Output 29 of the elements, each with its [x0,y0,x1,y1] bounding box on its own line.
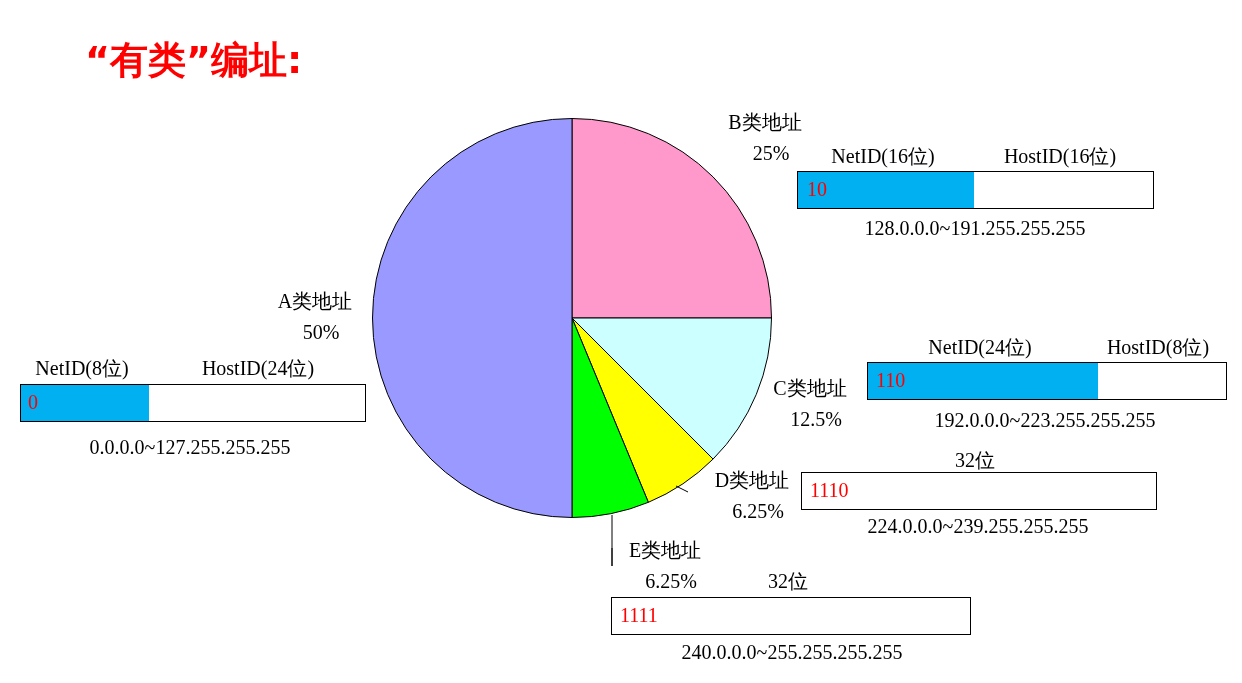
text: 10 [807,178,827,200]
text: 240.0.0.0~255.255.255.255 [681,641,903,663]
text: 224.0.0.0~239.255.255.255 [867,515,1089,537]
text: 0.0.0.0~127.255.255.255 [89,436,291,458]
text: 192.0.0.0~223.255.255.255 [934,409,1156,431]
legend-label: D类地址 [714,469,790,492]
text: HostID(24位) [201,357,315,379]
slice-label: A类地址 [277,290,353,313]
slice-label: E类地址 [628,539,702,562]
data-label: 6.25% [645,570,697,593]
text: HostID(8位) [1106,336,1210,358]
chart-title: “有类”编址: [85,37,303,84]
slice-label: C类地址 [773,377,847,400]
text: NetID(8位) [35,357,129,379]
text: 0 [28,391,38,413]
text: HostID(16位) [1003,145,1117,167]
data-label: 6.25% [732,500,784,523]
text: 32位 [768,570,808,592]
text: 1110 [810,479,849,501]
text: 32位 [955,449,995,471]
text: NetID(16位) [831,145,935,167]
text: 1111 [620,604,658,626]
text: 128.0.0.0~191.255.255.255 [864,217,1086,239]
data-label: 50% [302,321,340,344]
data-label: 12.5% [790,408,842,431]
data-label: 25% [752,142,790,165]
text: NetID(24位) [928,336,1032,358]
text: 110 [876,369,906,391]
slice-label: B类地址 [728,111,802,134]
